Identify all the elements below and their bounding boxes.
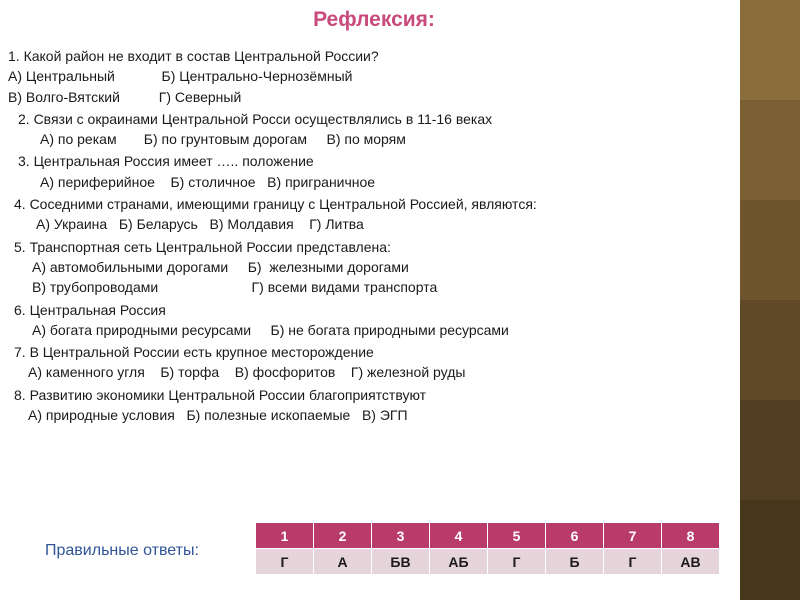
answers-header-row: 1 2 3 4 5 6 7 8 [256,523,720,549]
strip-square [740,0,800,100]
strip-square [740,100,800,200]
q7-options: А) каменного угля Б) торфа В) фосфоритов… [14,362,740,382]
q1-options-row2: В) Волго-Вятский Г) Северный [8,87,740,107]
q3-text: 3. Центральная Россия имеет ….. положени… [18,151,740,171]
q6-options: А) богата природными ресурсами Б) не бог… [14,320,740,340]
strip-square [740,200,800,300]
question-8: 8. Развитию экономики Центральной России… [8,385,740,426]
q2-options: А) по рекам Б) по грунтовым дорогам В) п… [18,129,740,149]
answers-value-cell: АБ [430,549,488,575]
answers-value-cell: Г [604,549,662,575]
q7-text: 7. В Центральной России есть крупное мес… [14,342,740,362]
q5-options-row2: В) трубопроводами Г) всеми видами трансп… [14,277,740,297]
answers-header-cell: 3 [372,523,430,549]
answers-table: 1 2 3 4 5 6 7 8 Г А БВ АБ Г Б Г АВ [255,522,720,575]
answers-header-cell: 2 [314,523,372,549]
q1-text: 1. Какой район не входит в состав Центра… [8,46,740,66]
question-3: 3. Центральная Россия имеет ….. положени… [8,151,740,192]
answers-value-cell: Г [256,549,314,575]
answers-label: Правильные ответы: [45,542,199,560]
content-area: Рефлексия: 1. Какой район не входит в со… [0,0,740,425]
question-6: 6. Центральная Россия А) богата природны… [8,300,740,341]
q5-options-row1: А) автомобильными дорогами Б) железными … [14,257,740,277]
answers-header-cell: 6 [546,523,604,549]
q4-options: А) Украина Б) Беларусь В) Молдавия Г) Ли… [14,214,740,234]
q2-text: 2. Связи с окраинами Центральной Росси о… [18,109,740,129]
q3-options: А) периферийное Б) столичное В) приграни… [18,172,740,192]
question-4: 4. Соседними странами, имеющими границу … [8,194,740,235]
answers-header-cell: 7 [604,523,662,549]
question-7: 7. В Центральной России есть крупное мес… [8,342,740,383]
answers-value-cell: А [314,549,372,575]
answers-header-cell: 4 [430,523,488,549]
q5-text: 5. Транспортная сеть Центральной России … [14,237,740,257]
answers-value-cell: АВ [662,549,720,575]
question-1: 1. Какой район не входит в состав Центра… [8,46,740,107]
answers-value-cell: Б [546,549,604,575]
page-title: Рефлексия: [8,8,740,32]
strip-square [740,400,800,500]
q8-text: 8. Развитию экономики Центральной России… [14,385,740,405]
strip-square [740,300,800,400]
answers-value-cell: Г [488,549,546,575]
answers-header-cell: 8 [662,523,720,549]
question-2: 2. Связи с окраинами Центральной Росси о… [8,109,740,150]
answers-value-row: Г А БВ АБ Г Б Г АВ [256,549,720,575]
q1-options-row1: А) Центральный Б) Центрально-Чернозёмный [8,66,740,86]
q4-text: 4. Соседними странами, имеющими границу … [14,194,740,214]
answers-header-cell: 5 [488,523,546,549]
decorative-side-strip [740,0,800,600]
answers-header-cell: 1 [256,523,314,549]
answers-value-cell: БВ [372,549,430,575]
question-5: 5. Транспортная сеть Центральной России … [8,237,740,298]
strip-square [740,500,800,600]
q8-options: А) природные условия Б) полезные ископае… [14,405,740,425]
q6-text: 6. Центральная Россия [14,300,740,320]
